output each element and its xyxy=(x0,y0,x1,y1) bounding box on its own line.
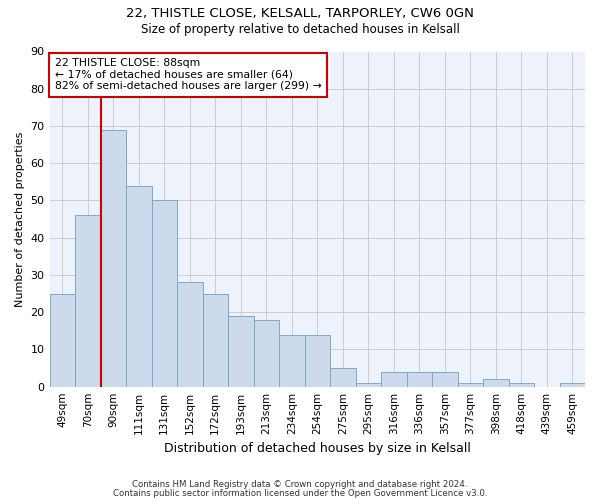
Bar xyxy=(305,334,330,386)
Text: Contains HM Land Registry data © Crown copyright and database right 2024.: Contains HM Land Registry data © Crown c… xyxy=(132,480,468,489)
Bar xyxy=(279,334,305,386)
Bar xyxy=(483,379,509,386)
Bar xyxy=(432,372,458,386)
Bar xyxy=(177,282,203,387)
X-axis label: Distribution of detached houses by size in Kelsall: Distribution of detached houses by size … xyxy=(164,442,471,455)
Bar xyxy=(75,216,101,386)
Text: 22, THISTLE CLOSE, KELSALL, TARPORLEY, CW6 0GN: 22, THISTLE CLOSE, KELSALL, TARPORLEY, C… xyxy=(126,8,474,20)
Text: 22 THISTLE CLOSE: 88sqm
← 17% of detached houses are smaller (64)
82% of semi-de: 22 THISTLE CLOSE: 88sqm ← 17% of detache… xyxy=(55,58,322,92)
Bar xyxy=(509,383,534,386)
Bar xyxy=(458,383,483,386)
Bar xyxy=(407,372,432,386)
Bar xyxy=(228,316,254,386)
Bar xyxy=(152,200,177,386)
Bar xyxy=(330,368,356,386)
Y-axis label: Number of detached properties: Number of detached properties xyxy=(15,132,25,307)
Bar xyxy=(203,294,228,386)
Bar xyxy=(560,383,585,386)
Text: Size of property relative to detached houses in Kelsall: Size of property relative to detached ho… xyxy=(140,22,460,36)
Bar xyxy=(381,372,407,386)
Bar xyxy=(254,320,279,386)
Bar xyxy=(356,383,381,386)
Bar xyxy=(101,130,126,386)
Bar xyxy=(126,186,152,386)
Text: Contains public sector information licensed under the Open Government Licence v3: Contains public sector information licen… xyxy=(113,489,487,498)
Bar xyxy=(50,294,75,386)
